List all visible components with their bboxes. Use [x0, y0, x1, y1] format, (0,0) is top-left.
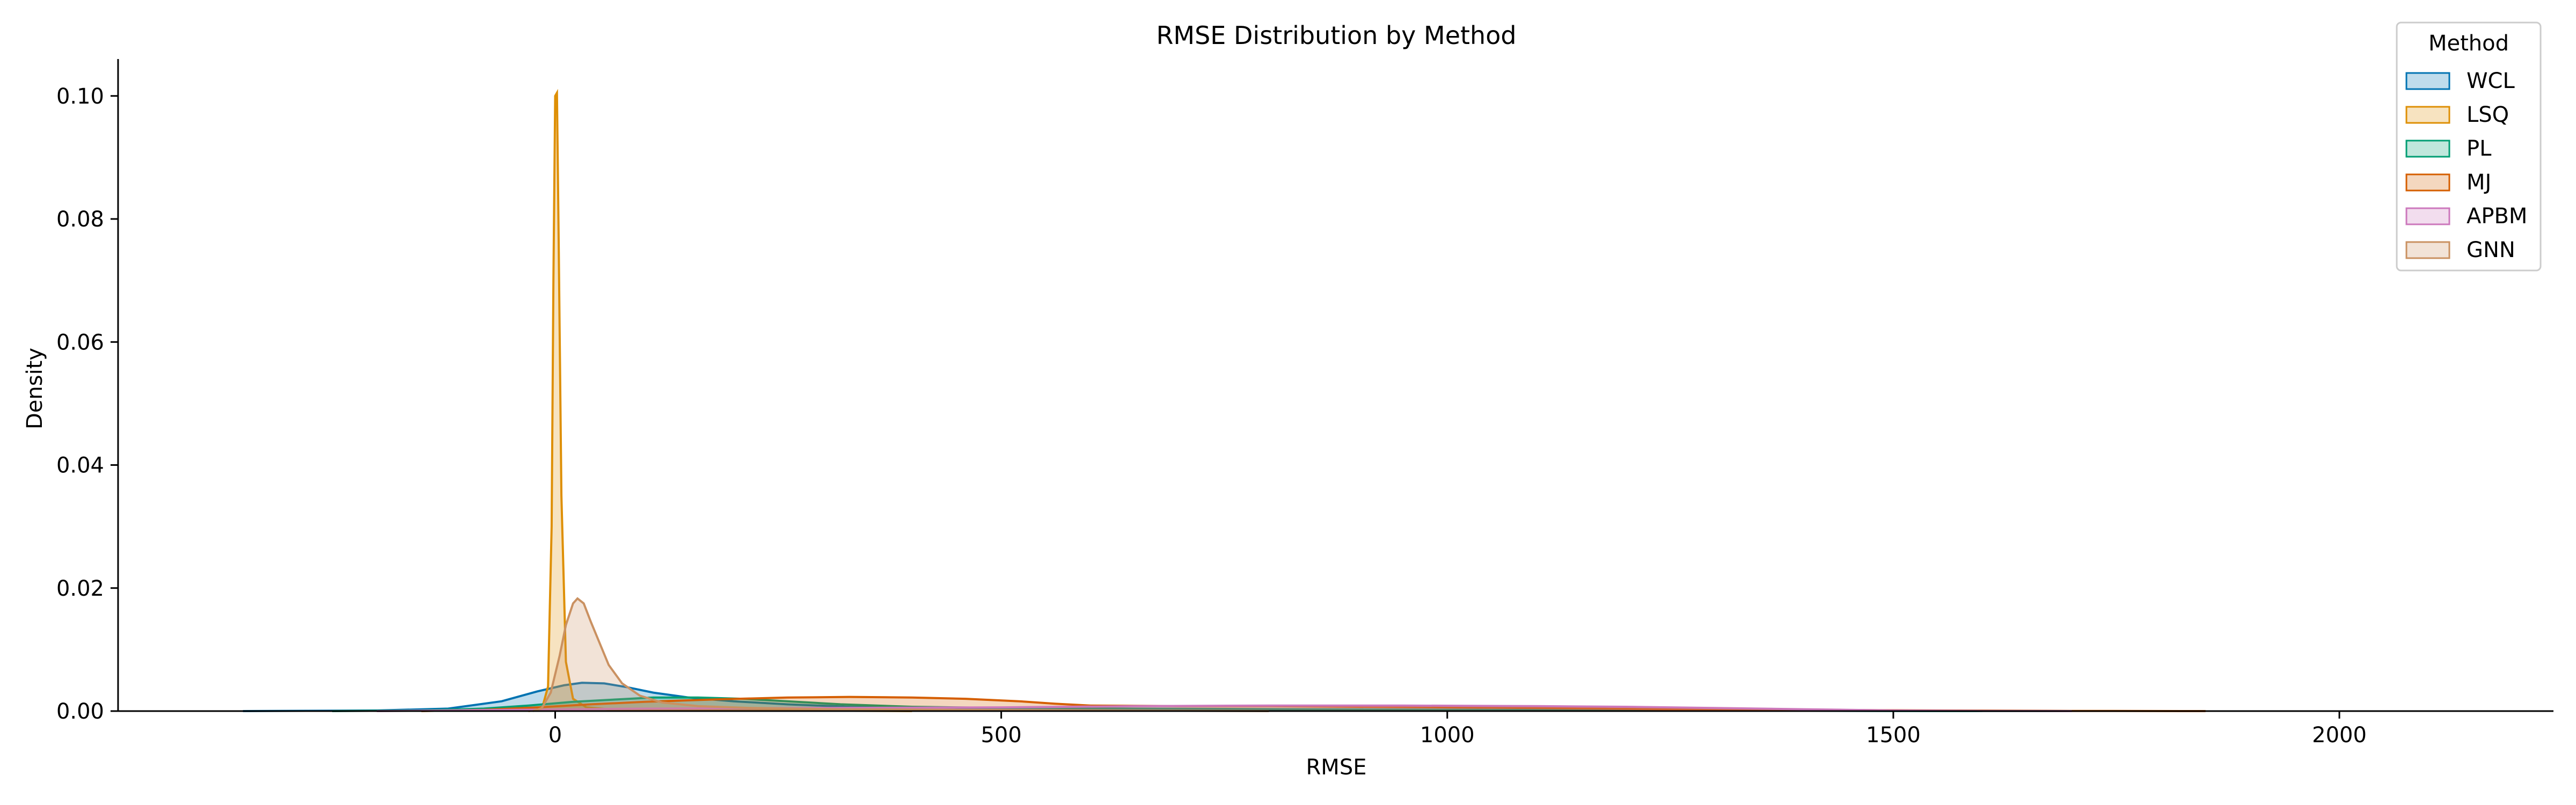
- density-line-pl: [332, 696, 2072, 712]
- legend-label-mj: MJ: [2467, 170, 2491, 195]
- legend-label-gnn: GNN: [2467, 238, 2515, 262]
- x-tick-label: 500: [980, 723, 1021, 748]
- y-tick-label: 0.08: [56, 207, 104, 232]
- legend-swatch-lsq: [2405, 106, 2450, 124]
- legend-label-apbm: APBM: [2467, 204, 2527, 229]
- plot-area: [243, 89, 2206, 712]
- legend: Method WCL LSQ PL MJ APBM GNN: [2396, 21, 2542, 272]
- x-tick-label: 1500: [1866, 723, 1921, 748]
- density-line-mj: [421, 696, 2206, 712]
- y-tick-label: 0.04: [56, 453, 104, 478]
- density-line-gnn: [532, 597, 1269, 712]
- legend-swatch-apbm: [2405, 207, 2450, 225]
- density-area-gnn: [533, 598, 1269, 711]
- x-axis-label: RMSE: [1306, 755, 1367, 780]
- x-tick-label: 0: [548, 723, 562, 748]
- legend-label-pl: PL: [2467, 136, 2492, 161]
- x-tick-label: 2000: [2312, 723, 2367, 748]
- y-axis-label: Density: [23, 348, 47, 429]
- legend-swatch-wcl: [2405, 72, 2450, 90]
- legend-label-lsq: LSQ: [2467, 103, 2509, 127]
- y-tick-label: 0.06: [56, 330, 104, 355]
- legend-swatch-pl: [2405, 140, 2450, 158]
- legend-title: Method: [2428, 31, 2509, 56]
- y-tick-label: 0.00: [56, 699, 104, 724]
- chart-title: RMSE Distribution by Method: [1156, 21, 1516, 50]
- legend-label-wcl: WCL: [2467, 69, 2515, 93]
- y-tick-label: 0.10: [56, 84, 104, 109]
- legend-swatch-gnn: [2405, 241, 2450, 259]
- axes: 0 500 1000 1500 2000 0.00 0.02 0.04 0.06 0.08 0.10: [56, 59, 2553, 748]
- x-tick-label: 1000: [1420, 723, 1475, 748]
- legend-swatch-mj: [2405, 173, 2450, 192]
- y-tick-label: 0.02: [56, 576, 104, 601]
